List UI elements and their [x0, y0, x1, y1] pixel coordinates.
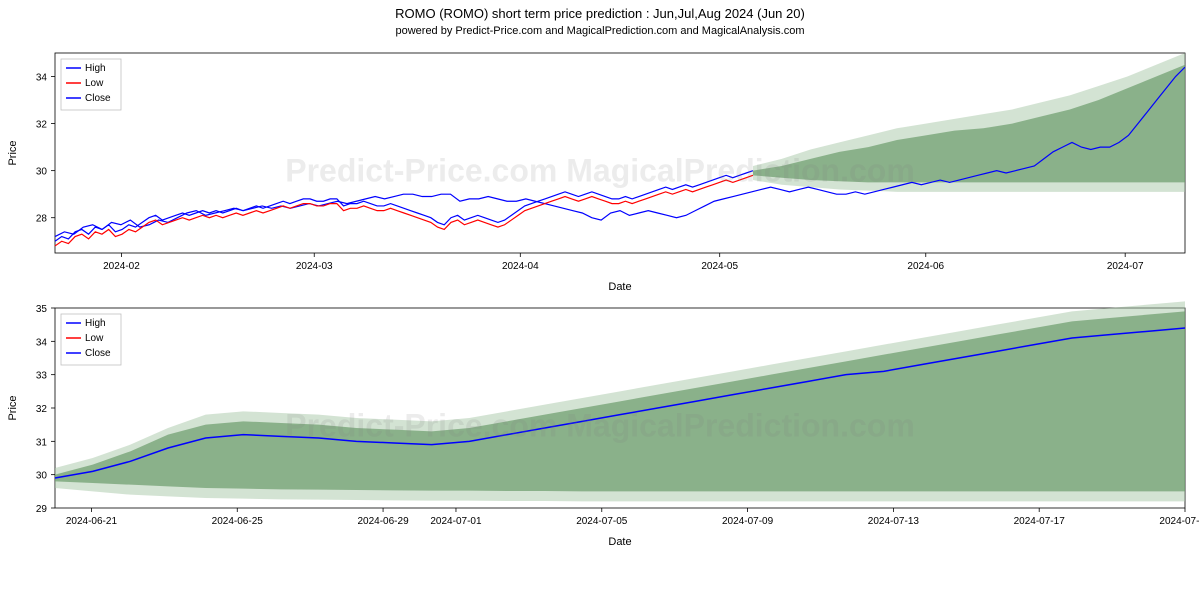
chart-container: ROMO (ROMO) short term price prediction …: [0, 0, 1200, 600]
svg-text:Price: Price: [7, 140, 19, 165]
svg-text:Low: Low: [85, 333, 104, 344]
svg-text:Date: Date: [608, 536, 631, 548]
svg-text:High: High: [85, 63, 106, 74]
svg-text:2024-05: 2024-05: [701, 261, 738, 272]
svg-text:30: 30: [36, 471, 48, 482]
chart-title: ROMO (ROMO) short term price prediction …: [0, 0, 1200, 21]
svg-text:30: 30: [36, 167, 48, 178]
svg-text:34: 34: [36, 73, 48, 84]
svg-text:28: 28: [36, 214, 48, 225]
svg-text:33: 33: [36, 371, 48, 382]
svg-text:2024-07-13: 2024-07-13: [868, 516, 920, 527]
svg-text:2024-07-01: 2024-07-01: [430, 516, 482, 527]
svg-text:Low: Low: [85, 78, 104, 89]
svg-text:34: 34: [36, 337, 48, 348]
chart1-wrapper: Predict-Price.com MagicalPrediction.com …: [0, 43, 1200, 298]
svg-text:High: High: [85, 318, 106, 329]
svg-text:31: 31: [36, 437, 48, 448]
svg-text:Close: Close: [85, 93, 111, 104]
svg-text:2024-07-17: 2024-07-17: [1014, 516, 1066, 527]
chart2-svg: 29 30 31 32 33 34 35 2024-06-21 2024-06-25 2024-0…: [0, 298, 1200, 553]
svg-text:2024-06-29: 2024-06-29: [357, 516, 409, 527]
svg-text:35: 35: [36, 304, 48, 315]
svg-text:Close: Close: [85, 348, 111, 359]
svg-text:2024-04: 2024-04: [502, 261, 539, 272]
svg-text:32: 32: [36, 120, 48, 131]
svg-text:2024-07-21: 2024-07-21: [1159, 516, 1200, 527]
chart2-wrapper: Predict-Price.com MagicalPrediction.com …: [0, 298, 1200, 553]
svg-text:2024-02: 2024-02: [103, 261, 140, 272]
svg-text:32: 32: [36, 404, 48, 415]
svg-text:2024-07-05: 2024-07-05: [576, 516, 628, 527]
svg-text:Date: Date: [608, 281, 631, 293]
svg-text:2024-07: 2024-07: [1107, 261, 1144, 272]
svg-text:2024-06: 2024-06: [907, 261, 944, 272]
svg-text:2024-06-25: 2024-06-25: [212, 516, 264, 527]
chart-subtitle: powered by Predict-Price.com and Magical…: [0, 21, 1200, 43]
chart1-svg: 28 30 32 34 2024-02 2024-03 2024-04 2024-05 2024…: [0, 43, 1200, 298]
svg-text:2024-03: 2024-03: [296, 261, 333, 272]
svg-text:29: 29: [36, 504, 48, 515]
svg-text:2024-07-09: 2024-07-09: [722, 516, 774, 527]
svg-text:Price: Price: [7, 395, 19, 420]
svg-text:2024-06-21: 2024-06-21: [66, 516, 118, 527]
